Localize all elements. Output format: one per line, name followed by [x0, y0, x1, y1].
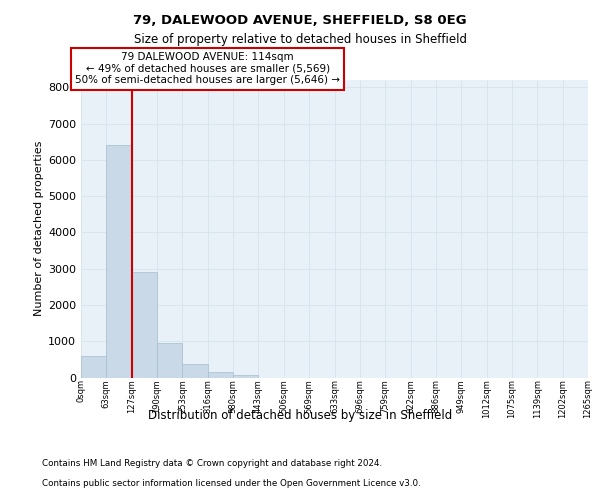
Bar	[106, 146, 132, 378]
Bar	[157, 342, 182, 378]
Bar	[132, 272, 157, 378]
Text: 79 DALEWOOD AVENUE: 114sqm
← 49% of detached houses are smaller (5,569)
50% of s: 79 DALEWOOD AVENUE: 114sqm ← 49% of deta…	[75, 52, 340, 86]
Bar	[208, 372, 233, 378]
Text: Size of property relative to detached houses in Sheffield: Size of property relative to detached ho…	[133, 32, 467, 46]
Bar	[81, 356, 106, 378]
Bar	[182, 364, 208, 378]
Text: Distribution of detached houses by size in Sheffield: Distribution of detached houses by size …	[148, 410, 452, 422]
Text: 79, DALEWOOD AVENUE, SHEFFIELD, S8 0EG: 79, DALEWOOD AVENUE, SHEFFIELD, S8 0EG	[133, 14, 467, 27]
Text: Contains HM Land Registry data © Crown copyright and database right 2024.: Contains HM Land Registry data © Crown c…	[42, 460, 382, 468]
Bar	[233, 374, 259, 378]
Text: Contains public sector information licensed under the Open Government Licence v3: Contains public sector information licen…	[42, 480, 421, 488]
Y-axis label: Number of detached properties: Number of detached properties	[34, 141, 44, 316]
